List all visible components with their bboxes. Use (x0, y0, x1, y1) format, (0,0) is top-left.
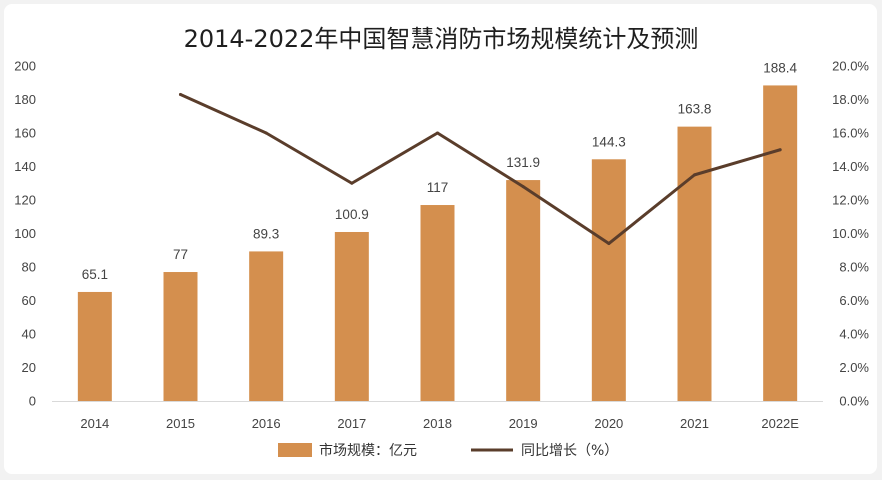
legend-label-bar: 市场规模：亿元 (319, 442, 417, 459)
chart-title: 2014-2022年中国智慧消防市场规模统计及预测 (184, 25, 699, 53)
bar-data-label: 163.8 (678, 102, 712, 117)
y-right-tick-label: 16.0% (832, 126, 869, 141)
y-right-tick-label: 18.0% (832, 92, 869, 107)
y-left-tick-label: 40 (22, 327, 36, 342)
bar (763, 85, 798, 402)
y-left-tick-label: 160 (14, 126, 36, 141)
bar (506, 180, 541, 401)
bar (591, 159, 626, 401)
y-left-tick-label: 20 (22, 360, 36, 375)
bar-data-label: 144.3 (592, 134, 626, 149)
growth-line (179, 92, 782, 246)
line-point (350, 181, 354, 185)
y-left-tick-label: 120 (14, 193, 36, 208)
bar (420, 205, 455, 401)
bar-data-labels: 65.1 77 89.3 100.9 117 131.9 144.3 163.8 188.4 (82, 60, 798, 282)
x-tick-label: 2015 (166, 416, 195, 431)
bar (334, 231, 369, 401)
y-right-tick-label: 20.0% (832, 59, 869, 74)
axes: 0 20 40 60 80 100 120 140 160 180 200 0.0% 2.0% 4.0% 6… (14, 59, 869, 432)
y-left-tick-label: 200 (14, 59, 36, 74)
legend-label-line: 同比增长（%） (521, 443, 618, 459)
y-right-tick-label: 10.0% (832, 226, 869, 241)
bar-data-label: 117 (427, 180, 449, 195)
x-tick-label: 2017 (337, 416, 366, 431)
line-point (521, 185, 525, 189)
x-tick-label: 2022E (761, 416, 799, 431)
y-right-tick-label: 14.0% (832, 159, 869, 174)
line-point (778, 148, 782, 152)
bar-data-label: 100.9 (335, 207, 369, 222)
y-left-tick-label: 180 (14, 92, 36, 107)
x-tick-label: 2018 (423, 416, 452, 431)
bar-data-label: 65.1 (82, 267, 108, 282)
bar (249, 251, 284, 401)
bar-data-label: 131.9 (506, 155, 540, 170)
y-right-tick-label: 0.0% (839, 394, 869, 409)
bar-series (77, 85, 798, 402)
y-left-tick-label: 140 (14, 159, 36, 174)
y-right-tick-label: 2.0% (839, 360, 869, 375)
y-right-tick-label: 12.0% (832, 193, 869, 208)
y-right-tick-label: 4.0% (839, 327, 869, 342)
bar (163, 272, 198, 401)
x-tick-label: 2021 (680, 416, 709, 431)
line-point (607, 242, 611, 246)
bar-data-label: 77 (173, 247, 188, 262)
x-tick-label: 2019 (509, 416, 538, 431)
line-point (436, 131, 439, 135)
y-left-tick-label: 80 (22, 260, 36, 275)
y-left-tick-label: 100 (14, 226, 36, 241)
legend: 市场规模：亿元 同比增长（%） (278, 442, 618, 459)
y-left-tick-label: 60 (22, 293, 36, 308)
x-tick-label: 2014 (80, 416, 109, 431)
y-right-tick-label: 8.0% (839, 260, 869, 275)
bar (677, 126, 712, 401)
x-tick-label: 2016 (252, 416, 281, 431)
bar-data-label: 188.4 (763, 60, 797, 75)
y-left-tick-label: 0 (29, 394, 36, 409)
line-point (179, 92, 182, 96)
y-right-tick-label: 6.0% (839, 293, 869, 308)
bar-data-label: 89.3 (253, 226, 279, 241)
line-point (264, 131, 268, 135)
legend-swatch-bar (278, 443, 312, 457)
line-point (693, 173, 696, 177)
line-series (179, 92, 782, 246)
x-tick-label: 2020 (594, 416, 623, 431)
bar (77, 291, 112, 401)
